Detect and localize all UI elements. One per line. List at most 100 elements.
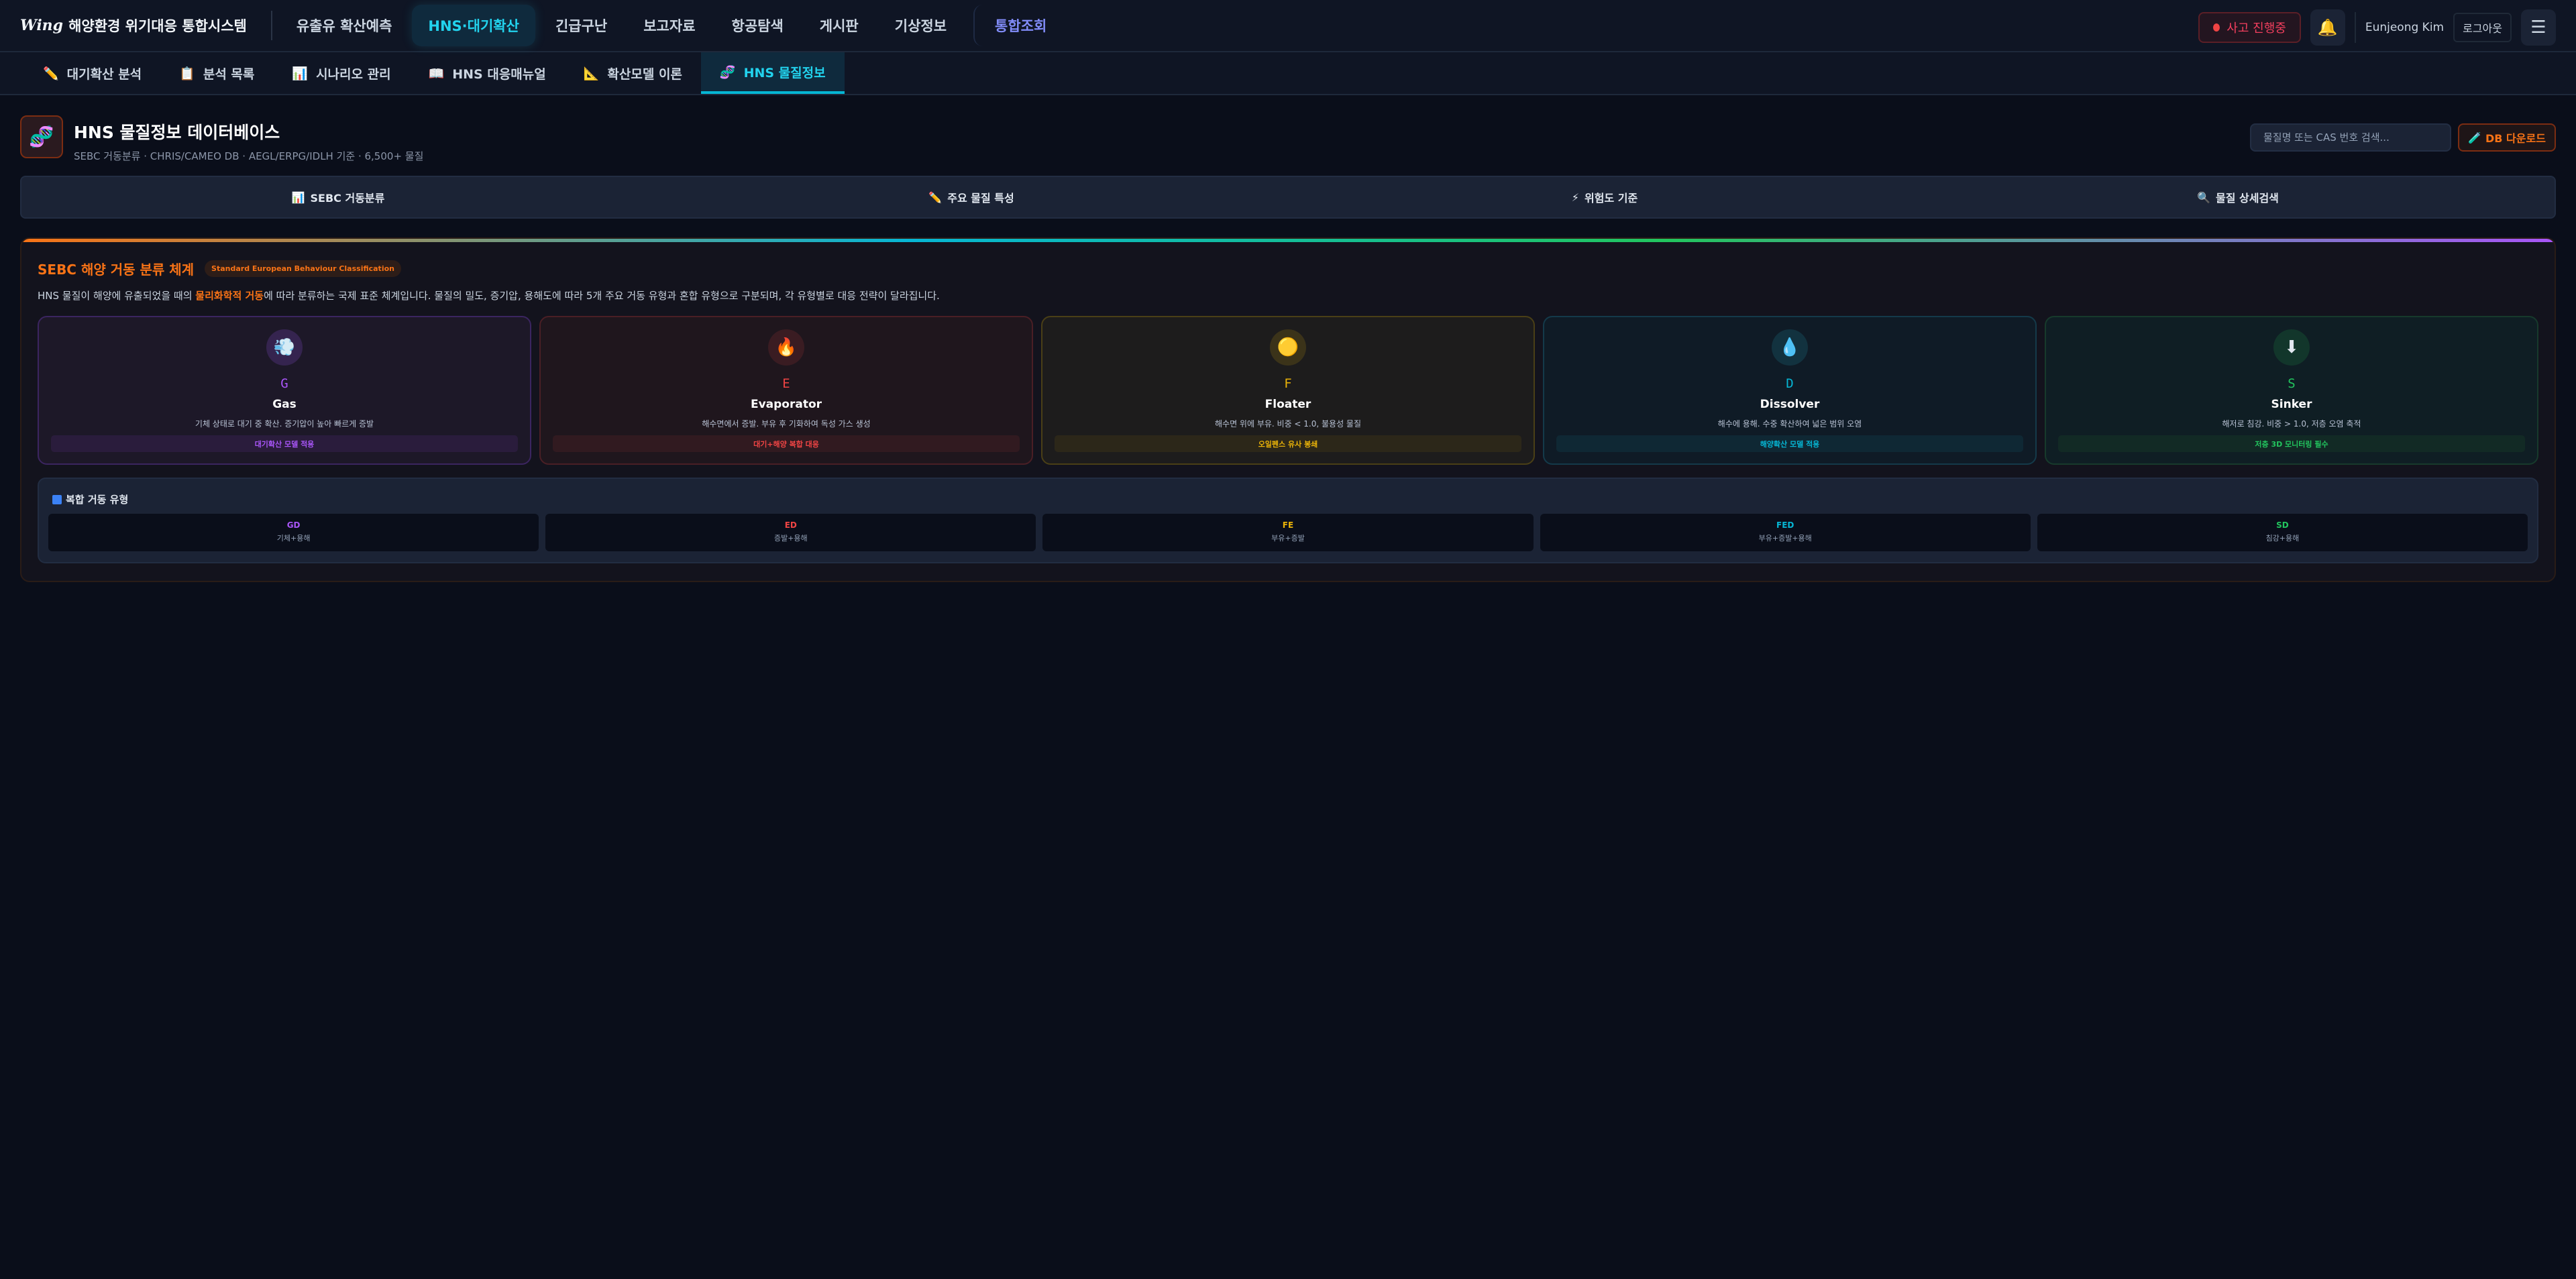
composite-label: 부유+증발: [1271, 534, 1305, 543]
nav-item[interactable]: 기상정보: [894, 18, 947, 34]
subnav-tab[interactable]: 📐 확산모델 이론: [565, 52, 701, 94]
section-badge: Standard European Behaviour Classificati…: [205, 260, 401, 277]
desc-text: 에 따라 분류하는 국제 표준 체계입니다. 물질의 밀도, 증기압, 용해도에…: [264, 290, 940, 302]
section-description: HNS 물질이 해양에 유출되었을 때의 물리화학적 거동에 따라 분류하는 국…: [38, 288, 940, 302]
behaviour-icon: 🔥: [768, 329, 804, 366]
behaviour-name: Evaporator: [750, 398, 822, 411]
behaviour-icon: 💧: [1772, 329, 1808, 366]
page-header: 🧬 HNS 물질정보 데이터베이스 SEBC 거동분류 · CHRIS/CAME…: [0, 95, 2576, 176]
tab-icon: 📖: [428, 66, 445, 81]
content-tab[interactable]: 📊 SEBC 거동분류: [21, 177, 655, 217]
tab-label: 대기확산 분석: [66, 66, 142, 82]
behaviour-name: Gas: [272, 398, 297, 411]
nav-item[interactable]: 보고자료: [643, 18, 696, 34]
desc-text: HNS 물질이 해양에 유출되었을 때의: [38, 290, 196, 302]
composite-type-box[interactable]: GD 기체+용해: [48, 514, 539, 551]
app-logo[interactable]: Wing 해양환경 위기대응 통합시스템: [20, 11, 272, 40]
tab-icon: 🧬: [719, 64, 736, 80]
composite-code: SD: [2276, 520, 2289, 530]
user-name: Eunjeong Kim: [2365, 21, 2445, 34]
composite-type-box[interactable]: FE 부유+증발: [1042, 514, 1534, 551]
subnav-tab[interactable]: 🧬 HNS 물질정보: [700, 52, 845, 94]
composite-type-box[interactable]: SD 침강+용해: [2037, 514, 2528, 551]
behaviour-code: E: [782, 376, 790, 391]
content-tabs: 📊 SEBC 거동분류 ✏️ 주요 물질 특성 ⚡ 위험도 기준 🔍 물질 상세검색: [20, 176, 2556, 219]
composite-types-panel: 복합 거동 유형 GD 기체+용해 ED 증발+용해 FE 부유+증발 FED 부유+증발+용…: [38, 478, 2538, 563]
main-menu: 유출유 확산예측 HNS·대기확산 긴급구난 보고자료 항공탐색 게시판 기상정보 통합조회: [280, 5, 1063, 46]
tab-icon: ✏️: [43, 66, 59, 81]
behaviour-cards: 💨 G Gas 기체 상태로 대기 중 확산. 증기압이 높아 빠르게 증발 대기확산 …: [38, 316, 2538, 465]
incident-status-button[interactable]: 사고 진행중: [2198, 12, 2301, 43]
behaviour-name: Sinker: [2271, 398, 2312, 411]
subnav-tab[interactable]: 📊 시나리오 관리: [273, 52, 409, 94]
composite-title: 복합 거동 유형: [66, 494, 129, 506]
behaviour-response-tag: 대기+해양 복합 대응: [553, 435, 1020, 452]
bell-icon[interactable]: 🔔: [2310, 9, 2345, 46]
composite-label: 부유+증발+용해: [1758, 534, 1812, 543]
subnav-tab[interactable]: 📋 분석 목록: [160, 52, 273, 94]
composite-type-box[interactable]: ED 증발+용해: [545, 514, 1036, 551]
tab-label: 주요 물질 특성: [947, 192, 1014, 205]
behaviour-card[interactable]: 🔥 E Evaporator 해수면에서 증발. 부유 후 기화하여 독성 가스 생성…: [539, 316, 1033, 465]
divider: [2354, 12, 2356, 43]
substance-search-input[interactable]: [2250, 123, 2451, 152]
hamburger-menu-icon[interactable]: ☰: [2521, 9, 2556, 46]
top-nav: Wing 해양환경 위기대응 통합시스템 유출유 확산예측 HNS·대기확산 긴급구…: [0, 0, 2576, 52]
section-title: SEBC 해양 거동 분류 체계: [38, 262, 195, 278]
nav-item[interactable]: 긴급구난: [555, 18, 608, 34]
behaviour-response-tag: 대기확산 모델 적용: [51, 435, 518, 452]
behaviour-response-tag: 저층 3D 모니터링 필수: [2058, 435, 2525, 452]
subnav-tab[interactable]: 📖 HNS 대응매뉴얼: [410, 52, 565, 94]
nav-item[interactable]: 항공탐색: [731, 18, 784, 34]
tab-label: SEBC 거동분류: [310, 192, 385, 205]
behaviour-description: 해수에 용해. 수중 확산하여 넓은 범위 오염: [1717, 419, 1862, 429]
behaviour-description: 기체 상태로 대기 중 확산. 증기압이 높아 빠르게 증발: [195, 419, 374, 429]
content-tab[interactable]: ⚡ 위험도 기준: [1288, 177, 1921, 217]
page-subtitle: SEBC 거동분류 · CHRIS/CAMEO DB · AEGL/ERPG/I…: [74, 150, 424, 162]
db-download-button[interactable]: 🧪 DB 다운로드: [2458, 123, 2556, 152]
sebc-panel: SEBC 해양 거동 분류 체계 Standard European Behav…: [20, 237, 2556, 582]
download-icon: 🧪: [2468, 131, 2481, 144]
tab-icon: ⚡: [1571, 190, 1580, 204]
content-tab[interactable]: ✏️ 주요 물질 특성: [655, 177, 1288, 217]
tab-label: 시나리오 관리: [316, 66, 391, 82]
shuffle-icon: [52, 494, 62, 504]
nav-item-integrated-search[interactable]: 통합조회: [973, 5, 1063, 46]
status-dot-icon: [2213, 23, 2220, 32]
behaviour-code: G: [280, 376, 288, 391]
behaviour-card[interactable]: 💨 G Gas 기체 상태로 대기 중 확산. 증기압이 높아 빠르게 증발 대기확산 …: [38, 316, 531, 465]
composite-type-box[interactable]: FED 부유+증발+용해: [1540, 514, 2031, 551]
behaviour-code: S: [2288, 376, 2296, 391]
behaviour-icon: 🟡: [1270, 329, 1306, 366]
db-download-label: DB 다운로드: [2485, 132, 2546, 145]
composite-code: FED: [1776, 520, 1794, 530]
dna-icon: 🧬: [20, 115, 63, 158]
composite-label: 증발+용해: [773, 534, 808, 543]
composite-code: GD: [286, 520, 301, 530]
subnav-tab[interactable]: ✏️ 대기확산 분석: [24, 52, 160, 94]
content-tab[interactable]: 🔍 물질 상세검색: [1921, 177, 2555, 217]
composite-label: 침강+용해: [2265, 534, 2300, 543]
composite-code: FE: [1282, 520, 1294, 530]
behaviour-card[interactable]: ⬇ S Sinker 해저로 침강. 비중 > 1.0, 저층 오염 축적 저층 3D …: [2045, 316, 2538, 465]
composite-code: ED: [784, 520, 797, 530]
incident-label: 사고 진행중: [2226, 21, 2286, 36]
logo-mark: Wing: [20, 17, 64, 34]
tab-label: HNS 대응매뉴얼: [452, 66, 546, 82]
sub-nav: ✏️ 대기확산 분석 📋 분석 목록 📊 시나리오 관리 📖 HNS 대응매뉴얼 📐 확산모델 이…: [0, 52, 2576, 95]
behaviour-code: F: [1284, 376, 1292, 391]
nav-item[interactable]: 유출유 확산예측: [296, 18, 392, 34]
tab-icon: 📐: [583, 66, 600, 81]
nav-item[interactable]: 게시판: [819, 18, 859, 34]
app-title: 해양환경 위기대응 통합시스템: [68, 18, 247, 34]
behaviour-card[interactable]: 💧 D Dissolver 해수에 용해. 수중 확산하여 넓은 범위 오염 해양확산 …: [1543, 316, 2037, 465]
tab-icon: ✏️: [928, 190, 943, 204]
page-title: HNS 물질정보 데이터베이스: [74, 123, 280, 142]
tab-icon: 📋: [179, 66, 195, 81]
behaviour-name: Floater: [1265, 398, 1311, 411]
logout-button[interactable]: 로그아웃: [2453, 13, 2512, 42]
composite-label: 기체+용해: [276, 534, 311, 543]
behaviour-card[interactable]: 🟡 F Floater 해수면 위에 부유. 비중 < 1.0, 불용성 물질 오일펜스…: [1041, 316, 1535, 465]
nav-item[interactable]: HNS·대기확산: [412, 5, 535, 46]
behaviour-icon: ⬇: [2273, 329, 2310, 366]
